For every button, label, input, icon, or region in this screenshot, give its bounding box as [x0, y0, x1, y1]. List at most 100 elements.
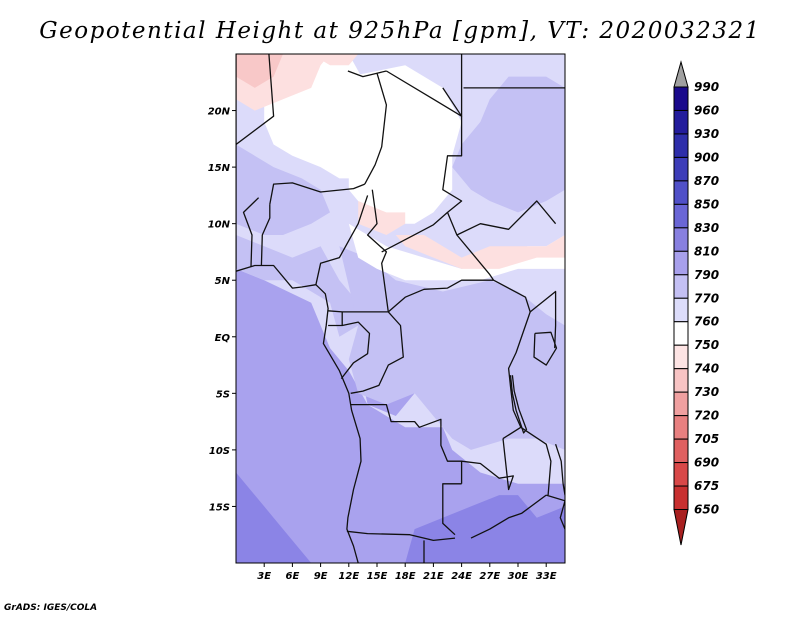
field-white-chad: [348, 65, 462, 224]
colorbar-swatch: [673, 321, 689, 346]
border-chad-car-sudan: [381, 116, 463, 253]
colorbar-label: 850: [694, 197, 719, 211]
height-field: [236, 54, 565, 563]
colorbar-swatch: [673, 227, 689, 252]
colorbar-label: 990: [694, 80, 719, 94]
border-sudan-south-sudan: [456, 200, 557, 236]
x-tick-label: 18E: [395, 571, 416, 582]
colorbar-label: 870: [694, 174, 719, 188]
colorbar-swatch: [673, 509, 689, 546]
colorbar-label: 675: [694, 479, 719, 493]
colorbar: 990 960 930 900 870 850 830 810 790 770 760 750 740 7…: [673, 60, 719, 546]
x-tick-label: 9E: [314, 571, 328, 582]
lake-victoria: [533, 331, 558, 366]
colorbar-label: 690: [694, 456, 719, 470]
border-car-drc: [387, 279, 494, 313]
field-white-car: [348, 223, 565, 281]
field-deep-west: [236, 472, 312, 563]
colorbar-label: 760: [694, 315, 719, 329]
grads-credit: GrADS: IGES/COLA: [4, 603, 98, 613]
x-tick-label: 24E: [451, 571, 472, 582]
colorbar-swatch: [673, 203, 689, 229]
field-light-north: [236, 144, 330, 235]
x-tick-label: 3E: [257, 571, 271, 582]
colorbar-swatch: [673, 180, 689, 205]
y-tick-label: EQ: [215, 333, 231, 344]
border-drc-zambia: [461, 438, 514, 491]
colorbar-swatch: [673, 485, 689, 511]
y-tick-label: 15S: [209, 502, 230, 513]
border-uganda-kenya: [529, 290, 557, 349]
colorbar-swatch: [673, 274, 689, 299]
colorbar-label: 810: [694, 244, 719, 258]
colorbar-label: 930: [694, 127, 719, 141]
colorbar-swatch: [673, 297, 689, 323]
page-title: Geopotential Height at 925hPa [gpm], VT:…: [39, 18, 761, 44]
field-rose-north: [236, 54, 283, 88]
colorbar-swatch: [673, 462, 689, 487]
border-nigeria-niger: [269, 182, 366, 205]
y-tick-label: 15N: [208, 163, 231, 174]
border-cameroon-gabon-congo: [328, 310, 389, 313]
colorbar-label: 830: [694, 221, 719, 235]
country-borders: [236, 54, 565, 563]
border-zambia-zimbabwe: [470, 494, 547, 539]
border-car-south-sudan: [446, 212, 495, 281]
colorbar-label: 900: [694, 150, 719, 164]
border-congo-drc: [350, 311, 404, 394]
colorbar-swatch: [673, 250, 689, 276]
colorbar-swatch: [673, 133, 689, 158]
x-tick-label: 21E: [423, 571, 444, 582]
y-tick-label: 5S: [216, 389, 230, 400]
field-pink-car: [395, 235, 565, 269]
y-tick-label: 10S: [209, 446, 230, 457]
coastline-west-africa: [236, 264, 362, 563]
colorbar-label: 650: [694, 503, 719, 517]
colorbar-label: 790: [694, 268, 719, 282]
field-light-ne: [452, 76, 565, 213]
colorbar-swatch: [673, 368, 689, 393]
colorbar-swatch: [673, 344, 689, 370]
border-algeria-niger-mali: [236, 54, 275, 146]
x-tick-label: 30E: [508, 571, 529, 582]
colorbar-swatch: [673, 156, 689, 182]
colorbar-label: 770: [694, 291, 719, 305]
colorbar-label: 750: [694, 338, 719, 352]
field-medium-south: [236, 268, 565, 563]
border-libya-chad: [386, 70, 462, 117]
colorbar-label: 720: [694, 409, 719, 423]
field-light-gulf: [236, 235, 359, 337]
border-drc-east: [493, 279, 531, 440]
y-tick-label: 5N: [215, 276, 231, 287]
border-mozambique-malawi: [546, 494, 565, 530]
border-tanzania-zambia: [520, 426, 552, 496]
colorbar-top-arrow: [673, 60, 689, 88]
axis-ticks: 3E 6E 9E 12E 15E 18E 21E 24E 27E 30E 33E 20N 15N 10N 5…: [208, 107, 557, 582]
x-tick-label: 6E: [286, 571, 300, 582]
border-nigeria-cameroon: [315, 195, 369, 285]
field-deep-se: [405, 495, 565, 563]
field-light-central: [339, 246, 565, 450]
colorbar-label: 705: [694, 432, 719, 446]
colorbar-swatch: [673, 415, 689, 440]
colorbar-label: 740: [694, 362, 719, 376]
colorbar-swatch: [673, 86, 689, 111]
border-niger-libya: [347, 70, 387, 78]
x-tick-label: 15E: [367, 571, 388, 582]
border-angola-namibia: [346, 530, 456, 542]
lake-malawi: [554, 443, 565, 496]
lake-tanganyika: [509, 375, 528, 434]
border-niger-chad: [364, 73, 388, 185]
field-pink-chad: [358, 201, 406, 235]
field-pink-ne: [311, 54, 359, 66]
map-frame: [235, 53, 566, 564]
colorbar-swatch: [673, 391, 689, 417]
colorbar-swatch: [673, 438, 689, 464]
border-cameroon-chad: [366, 189, 389, 312]
colorbar-label: 730: [694, 385, 719, 399]
x-tick-label: 12E: [338, 571, 359, 582]
border-benin-togo: [242, 197, 260, 267]
border-angola-zambia: [442, 483, 462, 536]
border-drc-angola: [350, 403, 463, 484]
